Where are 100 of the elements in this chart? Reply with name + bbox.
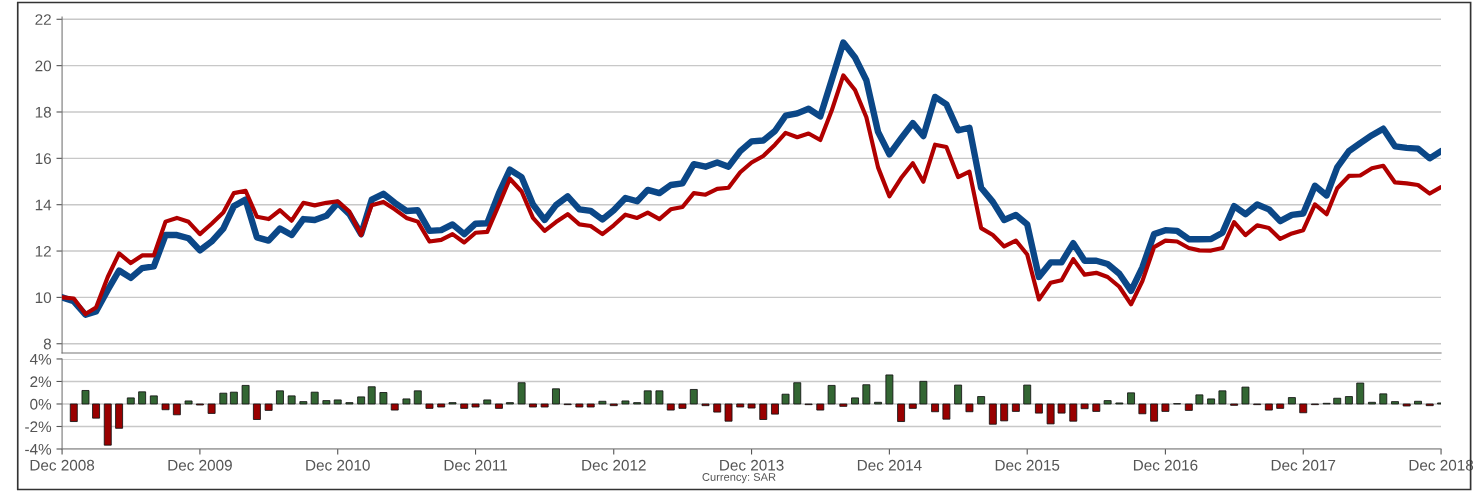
bar: [724, 403, 733, 422]
bar: [839, 403, 848, 407]
bar: [827, 384, 836, 405]
bar: [495, 403, 503, 409]
bar: [437, 403, 446, 408]
bar: [1150, 403, 1159, 422]
bar: [713, 403, 722, 413]
bar: [655, 390, 664, 405]
bar: [897, 403, 906, 422]
bar: [977, 396, 986, 405]
bar: [1184, 403, 1193, 411]
bar: [367, 386, 376, 405]
bar: [1057, 403, 1066, 414]
bar: [207, 403, 216, 414]
bar: [678, 403, 687, 409]
bar: [126, 397, 135, 405]
bar: [747, 403, 756, 409]
x-tick-label: Dec 2014: [857, 459, 922, 471]
bar: [149, 395, 158, 405]
bar: [643, 390, 652, 405]
bar: [219, 392, 228, 405]
bar: [666, 403, 675, 411]
bar: [1000, 403, 1009, 422]
bar: [1414, 400, 1422, 405]
bar: [862, 384, 871, 405]
bar: [1023, 384, 1032, 405]
bar: [402, 398, 411, 405]
bar: [264, 403, 273, 411]
bar: [908, 403, 917, 409]
bar: [1264, 403, 1273, 411]
bar: [1299, 403, 1308, 414]
bar: [552, 388, 560, 405]
bar: [357, 396, 366, 405]
bar: [103, 403, 112, 446]
bar: [310, 391, 319, 405]
bar: [1241, 386, 1250, 405]
bar: [621, 400, 630, 405]
x-tick-label: Dec 2017: [1271, 459, 1336, 471]
y-tick-label: 16: [35, 153, 51, 165]
y-tick-label: -2%: [25, 421, 52, 433]
bar: [379, 392, 388, 405]
bar: [781, 393, 790, 405]
y-tick-label: 12: [35, 245, 51, 257]
bar: [736, 403, 745, 408]
y-tick-label: 22: [35, 14, 51, 25]
bar: [1195, 394, 1204, 405]
x-tick-label: Dec 2008: [30, 459, 95, 471]
text: Currency: SAR: [702, 473, 776, 484]
bar: [517, 382, 526, 405]
x-tick-label: Dec 2013: [720, 459, 784, 471]
bar: [793, 382, 802, 405]
y-tick-label: 8: [43, 338, 51, 350]
bar: [1356, 382, 1365, 405]
bar: [425, 403, 434, 409]
bar: [919, 380, 928, 405]
bar: [988, 403, 997, 425]
bar: [390, 403, 399, 411]
bar: [1092, 403, 1101, 412]
bar: [598, 400, 607, 405]
bar: [931, 403, 940, 413]
y-tick-label: 10: [35, 292, 52, 304]
bar: [161, 403, 170, 411]
bar: [1046, 403, 1055, 425]
y-tick-label: 18: [35, 106, 51, 118]
bar: [689, 389, 698, 405]
y-tick-label: 0%: [30, 398, 52, 410]
bar: [1379, 393, 1388, 405]
bar: [299, 401, 308, 405]
bar: [1287, 397, 1296, 405]
bar: [1103, 400, 1112, 405]
bar: [851, 397, 859, 405]
bar: [575, 403, 584, 408]
x-tick-label: Dec 2012: [582, 459, 646, 471]
bar: [1138, 403, 1147, 415]
x-tick-label: Dec 2016: [1133, 459, 1198, 471]
bar: [1161, 403, 1170, 412]
x-tick-label: Dec 2015: [995, 459, 1060, 471]
bar: [1218, 390, 1227, 405]
bar: [1080, 403, 1089, 410]
bar: [69, 403, 78, 422]
bar: [460, 403, 469, 409]
bar: [586, 403, 595, 408]
bar: [115, 403, 124, 429]
bar: [241, 384, 250, 405]
y-tick-label: -4%: [25, 443, 52, 455]
y-tick-label: 4%: [29, 353, 52, 365]
bar: [771, 403, 779, 415]
bar: [333, 399, 342, 405]
bar: [965, 403, 974, 413]
y-tick-label: 2%: [30, 376, 52, 388]
bar: [954, 384, 963, 405]
bar: [942, 403, 951, 420]
bar: [1333, 397, 1342, 405]
y-tick-label: 14: [35, 199, 52, 211]
bar: [540, 403, 549, 408]
x-tick-label: Dec 2010: [306, 459, 370, 471]
bar: [1069, 403, 1078, 422]
y-tick-label: 20: [35, 60, 52, 72]
bar: [138, 391, 147, 405]
bar: [816, 403, 825, 411]
